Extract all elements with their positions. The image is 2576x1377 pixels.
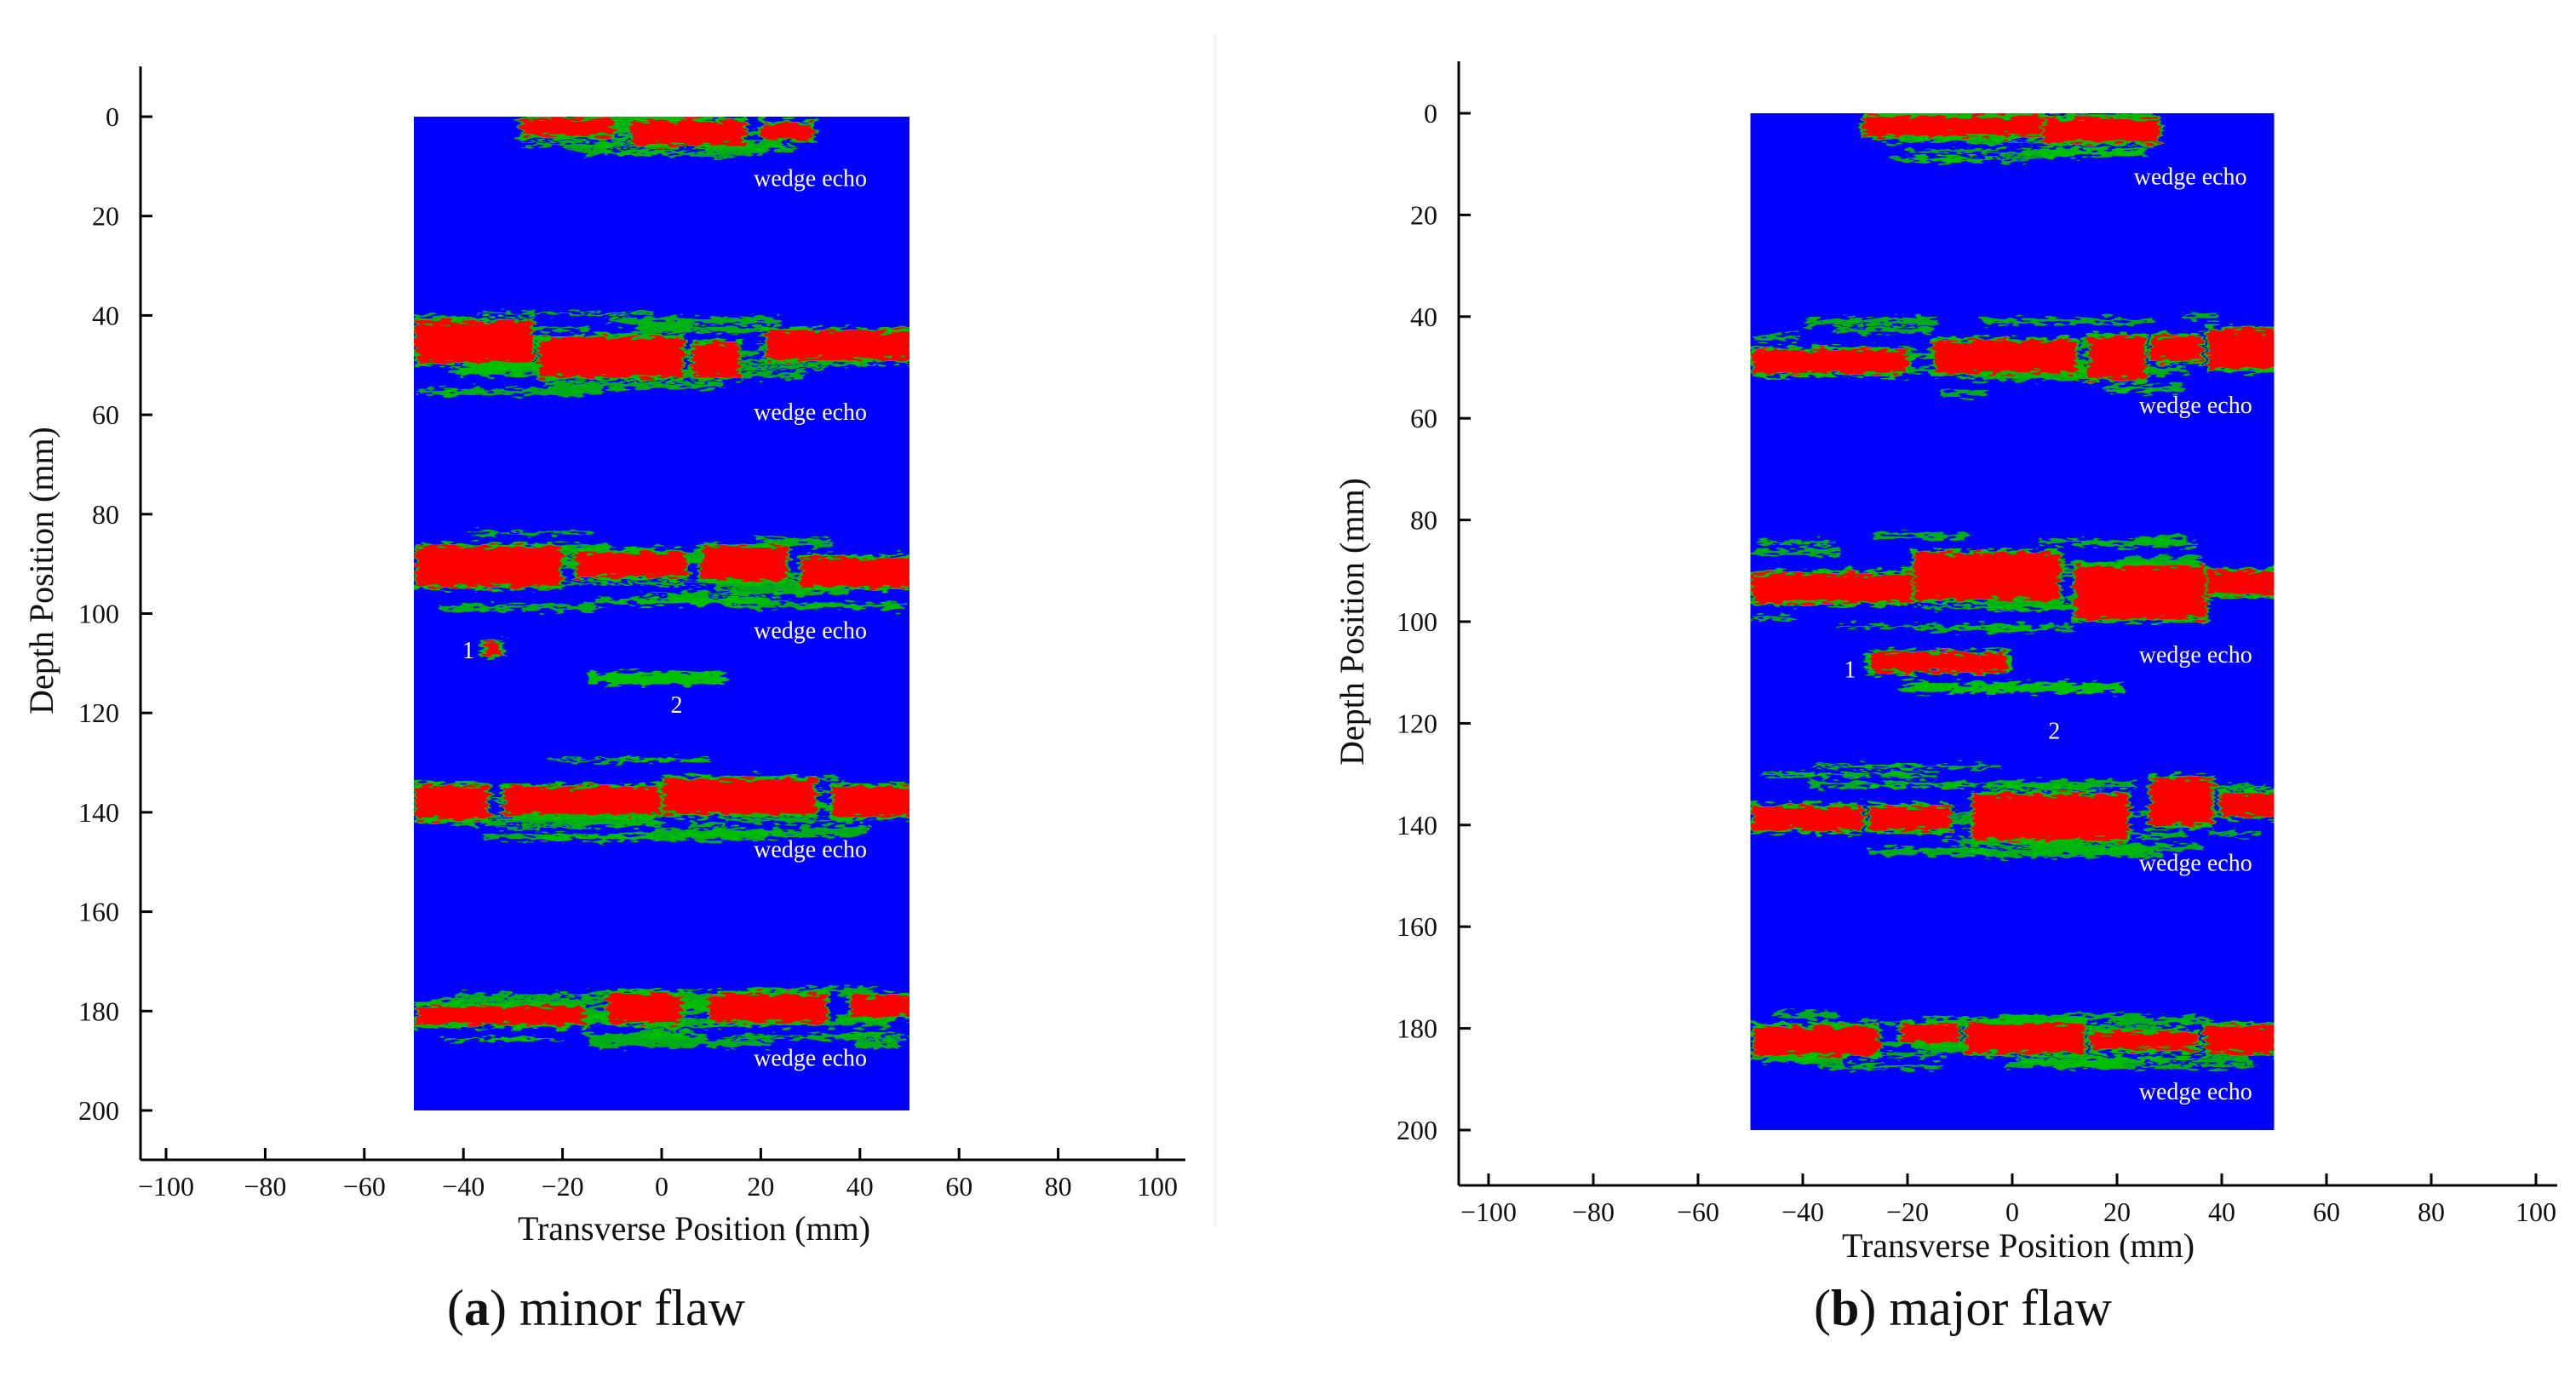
- x-tick-label-b--80: −80: [1572, 1196, 1615, 1227]
- y-tick-label-a-0: 0: [106, 101, 119, 132]
- annotation-flaw-a-1: 1: [462, 638, 474, 664]
- echo-layer-a: [414, 117, 909, 1048]
- x-tick-label-b-40: 40: [2208, 1196, 2235, 1227]
- echo-band-b-5: [1750, 1012, 2275, 1070]
- x-tick-label-a-40: 40: [846, 1171, 874, 1202]
- annotation-wedge-echo-b-2: wedge echo: [2139, 393, 2252, 419]
- x-tick-label-a--40: −40: [442, 1171, 485, 1202]
- y-tick-label-b-40: 40: [1410, 301, 1437, 332]
- y-tick-label-b-20: 20: [1410, 199, 1437, 230]
- flaw-echo-b-2: [1902, 682, 2123, 693]
- echo-band-b-1: [1860, 113, 2162, 163]
- annotation-flaw-b-1: 1: [1844, 657, 1856, 684]
- caption-a: (a) minor flaw: [447, 1280, 745, 1336]
- y-tick-label-b-200: 200: [1397, 1115, 1437, 1145]
- caption-b: (b) major flaw: [1814, 1280, 2112, 1336]
- x-tick-label-b-100: 100: [2516, 1196, 2556, 1227]
- annotation-wedge-echo-b-3: wedge echo: [2139, 642, 2252, 668]
- flaw-core-b-1: [1871, 652, 2006, 672]
- y-axis-label-b: Depth Position (mm): [1333, 478, 1371, 766]
- x-tick-label-a-0: 0: [655, 1171, 668, 1202]
- annotation-wedge-echo-a-2: wedge echo: [754, 399, 867, 426]
- x-tick-label-a--100: −100: [138, 1171, 194, 1202]
- annotation-wedge-echo-b-4: wedge echo: [2139, 851, 2252, 877]
- y-tick-label-a-140: 140: [78, 797, 119, 828]
- annotation-wedge-echo-a-5: wedge echo: [754, 1045, 867, 1071]
- y-tick-label-a-60: 60: [92, 399, 119, 430]
- y-tick-label-b-180: 180: [1397, 1013, 1437, 1044]
- x-tick-label-a--80: −80: [244, 1171, 286, 1202]
- echo-band-a-3: [414, 531, 909, 611]
- caption-a-letter: a: [463, 1280, 490, 1336]
- caption-a-text: minor flaw: [519, 1280, 745, 1336]
- echo-band-b-3: [1750, 533, 2275, 633]
- caption-b-letter: b: [1830, 1280, 1860, 1336]
- chart-panel-a: 0 20 40 60 80 100 120 140 160 180 200 −100 −80 −60 −40…: [0, 0, 1269, 1373]
- echo-band-b-2: [1750, 313, 2275, 397]
- y-tick-label-a-20: 20: [92, 201, 119, 232]
- y-tick-label-a-160: 160: [78, 897, 119, 927]
- caption-b-text: major flaw: [1889, 1280, 2112, 1336]
- x-tick-label-b-0: 0: [2005, 1196, 2019, 1227]
- x-tick-label-b--60: −60: [1677, 1196, 1719, 1227]
- y-tick-label-b-100: 100: [1397, 606, 1437, 637]
- annotation-flaw-a-2: 2: [670, 692, 682, 719]
- echo-layer-b: [1750, 113, 2275, 1070]
- x-axis-label-a: Transverse Position (mm): [518, 1209, 870, 1248]
- x-tick-label-b--20: −20: [1886, 1196, 1929, 1227]
- flaw-echo-a-2: [588, 671, 726, 685]
- chart-panel-b: 0 20 40 60 80 100 120 140 160 180 200 −100 −80 −60 −40…: [1290, 0, 2576, 1373]
- y-tick-label-a-200: 200: [78, 1095, 119, 1126]
- y-tick-label-a-180: 180: [78, 995, 119, 1026]
- x-tick-label-a-100: 100: [1137, 1171, 1178, 1202]
- y-axis-label-a: Depth Position (mm): [22, 427, 60, 714]
- x-tick-label-b-80: 80: [2418, 1196, 2445, 1227]
- scan-image-a: [414, 117, 909, 1110]
- y-tick-label-b-140: 140: [1397, 810, 1437, 841]
- y-tick-label-b-0: 0: [1424, 98, 1437, 129]
- y-tick-label-b-160: 160: [1397, 911, 1437, 942]
- x-tick-label-b--40: −40: [1781, 1196, 1824, 1227]
- y-tick-label-b-120: 120: [1397, 708, 1437, 738]
- y-tick-label-b-60: 60: [1410, 403, 1437, 433]
- x-tick-label-b--100: −100: [1460, 1196, 1517, 1227]
- annotation-wedge-echo-b-1: wedge echo: [2134, 164, 2247, 191]
- x-tick-label-a--60: −60: [343, 1171, 386, 1202]
- annotation-wedge-echo-b-5: wedge echo: [2139, 1079, 2252, 1105]
- panel-divider: [1213, 34, 1217, 1226]
- x-tick-label-a-80: 80: [1045, 1171, 1072, 1202]
- x-axis-label-b: Transverse Position (mm): [1842, 1226, 2194, 1265]
- annotation-wedge-echo-a-4: wedge echo: [754, 836, 867, 863]
- echo-band-a-5: [414, 987, 909, 1048]
- y-tick-label-a-40: 40: [92, 300, 119, 330]
- echo-band-a-1: [517, 117, 816, 158]
- x-tick-label-b-60: 60: [2313, 1196, 2340, 1227]
- x-tick-label-a-20: 20: [747, 1171, 774, 1202]
- x-tick-label-a--20: −20: [542, 1171, 584, 1202]
- y-tick-label-a-100: 100: [78, 599, 119, 629]
- x-tick-label-a-60: 60: [945, 1171, 972, 1202]
- echo-band-b-4: [1750, 765, 2275, 858]
- y-tick-label-b-80: 80: [1410, 505, 1437, 536]
- annotation-wedge-echo-a-3: wedge echo: [754, 618, 867, 645]
- echo-band-a-4: [414, 757, 909, 841]
- echo-band-a-2: [414, 312, 909, 396]
- flaw-core-a-1: [485, 642, 502, 655]
- x-tick-label-b-20: 20: [2103, 1196, 2131, 1227]
- y-tick-label-a-80: 80: [92, 499, 119, 530]
- y-tick-label-a-120: 120: [78, 697, 119, 728]
- annotation-flaw-b-2: 2: [2048, 718, 2060, 744]
- annotation-wedge-echo-a-1: wedge echo: [754, 166, 867, 192]
